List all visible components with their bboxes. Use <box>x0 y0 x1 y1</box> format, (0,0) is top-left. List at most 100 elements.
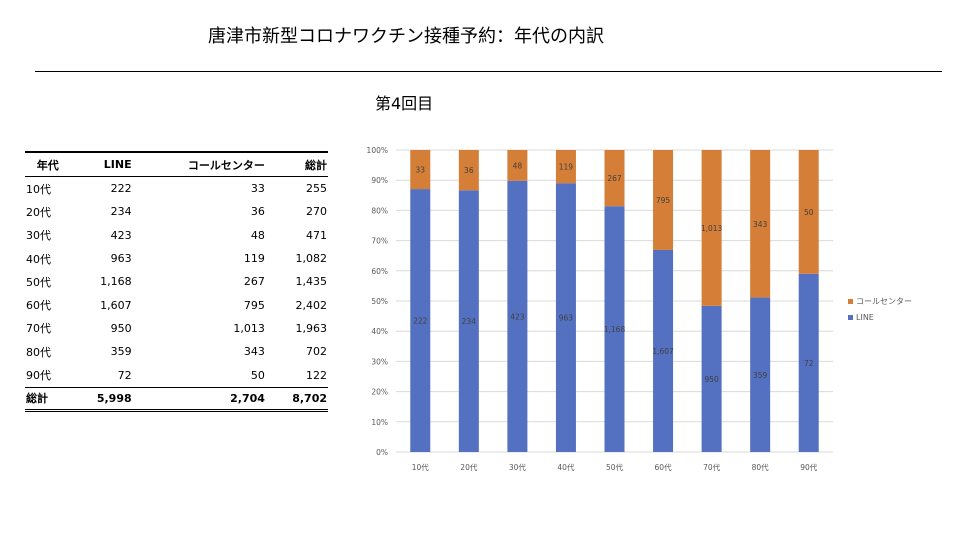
table-row: 60代 1,607 795 2,402 <box>25 293 328 316</box>
x-tick-label: 90代 <box>800 462 818 472</box>
data-label: 963 <box>559 314 574 323</box>
total-cell: 122 <box>306 368 327 382</box>
table-row: 10代 222 33 255 <box>25 177 328 201</box>
call-center-cell: 2,704 <box>132 386 266 412</box>
bar-segment-call-center <box>701 150 722 306</box>
y-tick-label: 50% <box>371 297 388 306</box>
x-tick-label: 60代 <box>655 462 673 472</box>
slide-subtitle: 第4回目 <box>375 94 434 113</box>
age-cell: 総計 <box>25 386 71 412</box>
bar-segment-line <box>507 180 528 452</box>
bar-segment-call-center <box>555 150 576 184</box>
total-cell: 2,402 <box>295 298 328 312</box>
table-row: 40代 963 119 1,082 <box>25 247 328 270</box>
bar-segment-call-center <box>507 150 528 181</box>
legend-label: LINE <box>856 313 874 322</box>
bar-segment-call-center <box>798 150 819 274</box>
header-line: LINE <box>70 151 133 177</box>
data-label: 1,013 <box>701 224 723 233</box>
total-cell: 1,082 <box>295 252 328 266</box>
bar-segment-line <box>701 305 722 452</box>
data-label: 48 <box>513 161 523 170</box>
call-center-cell: 48 <box>250 228 265 242</box>
y-tick-label: 40% <box>371 327 388 336</box>
data-label: 1,607 <box>652 347 674 356</box>
y-tick-label: 30% <box>371 357 388 366</box>
table-row: 80代 359 343 702 <box>25 340 328 363</box>
legend-swatch-call-center <box>848 299 853 304</box>
age-cell: 10代 <box>26 182 51 196</box>
total-cell: 471 <box>306 228 327 242</box>
data-label: 1,168 <box>604 325 626 334</box>
age-cell: 50代 <box>26 275 51 289</box>
y-tick-label: 70% <box>371 237 388 246</box>
age-cell: 40代 <box>26 252 51 266</box>
bar-segment-call-center <box>458 150 479 191</box>
call-center-cell: 343 <box>243 345 265 359</box>
data-label: 795 <box>656 196 671 205</box>
age-cell: 20代 <box>26 205 51 219</box>
y-tick-label: 10% <box>371 418 388 427</box>
line-cell: 963 <box>110 252 132 266</box>
bar-segment-line <box>604 206 625 452</box>
x-tick-label: 40代 <box>557 462 575 472</box>
legend-item-line: LINE <box>848 313 874 322</box>
age-cell: 30代 <box>26 229 51 243</box>
total-cell: 270 <box>306 205 327 219</box>
age-breakdown-table: 年代 LINE コールセンター 総計 10代 222 33 255 20代 234 36 27… <box>25 151 328 412</box>
total-cell: 1,963 <box>295 321 328 335</box>
table-header-row: 年代 LINE コールセンター 総計 <box>25 151 328 177</box>
y-tick-label: 90% <box>371 176 388 185</box>
x-tick-label: 20代 <box>460 462 478 472</box>
line-cell: 359 <box>110 345 132 359</box>
data-label: 119 <box>559 163 574 172</box>
header-call-center: コールセンター <box>132 151 266 177</box>
table-row: 50代 1,168 267 1,435 <box>25 270 328 293</box>
data-label: 72 <box>804 359 814 368</box>
bar-segment-line <box>653 249 674 452</box>
bar-segment-line <box>750 297 771 452</box>
x-tick-label: 50代 <box>606 462 624 472</box>
bar-segment-line <box>410 189 431 453</box>
x-tick-label: 10代 <box>412 462 430 472</box>
legend-label: コールセンター <box>856 297 912 306</box>
legend-item-call-center: コールセンター <box>848 296 912 307</box>
table-total-row: 総計 5,998 2,704 8,702 <box>25 386 328 412</box>
total-cell: 702 <box>306 345 327 359</box>
line-cell: 234 <box>110 205 132 219</box>
call-center-cell: 1,013 <box>233 321 265 335</box>
line-cell: 1,607 <box>100 298 132 312</box>
data-label: 36 <box>464 166 474 175</box>
call-center-cell: 119 <box>243 252 265 266</box>
total-cell: 255 <box>306 182 327 196</box>
legend-swatch-line <box>848 315 853 320</box>
total-cell: 8,702 <box>265 386 328 412</box>
age-cell: 70代 <box>26 322 51 336</box>
line-cell: 950 <box>110 321 132 335</box>
line-cell: 222 <box>110 182 132 196</box>
y-tick-label: 20% <box>371 388 388 397</box>
bar-segment-call-center <box>410 150 431 190</box>
line-cell: 5,998 <box>70 386 133 412</box>
call-center-cell: 795 <box>243 298 265 312</box>
x-tick-label: 30代 <box>509 462 527 472</box>
slide-title: 唐津市新型コロナワクチン接種予約：年代の内訳 <box>208 26 604 47</box>
table-row: 90代 72 50 122 <box>25 363 328 387</box>
data-label: 950 <box>704 375 719 384</box>
table-row: 20代 234 36 270 <box>25 200 328 223</box>
data-label: 267 <box>607 174 622 183</box>
bar-segment-line <box>458 190 479 452</box>
bar-segment-call-center <box>750 150 771 298</box>
data-label: 33 <box>416 166 426 175</box>
call-center-cell: 50 <box>250 368 265 382</box>
y-tick-label: 80% <box>371 206 388 215</box>
age-cell: 80代 <box>26 345 51 359</box>
bar-segment-line <box>798 273 819 452</box>
bar-segment-call-center <box>653 150 674 250</box>
y-tick-label: 100% <box>367 146 388 155</box>
title-divider <box>35 71 942 72</box>
call-center-cell: 267 <box>243 275 265 289</box>
y-tick-label: 60% <box>371 267 388 276</box>
